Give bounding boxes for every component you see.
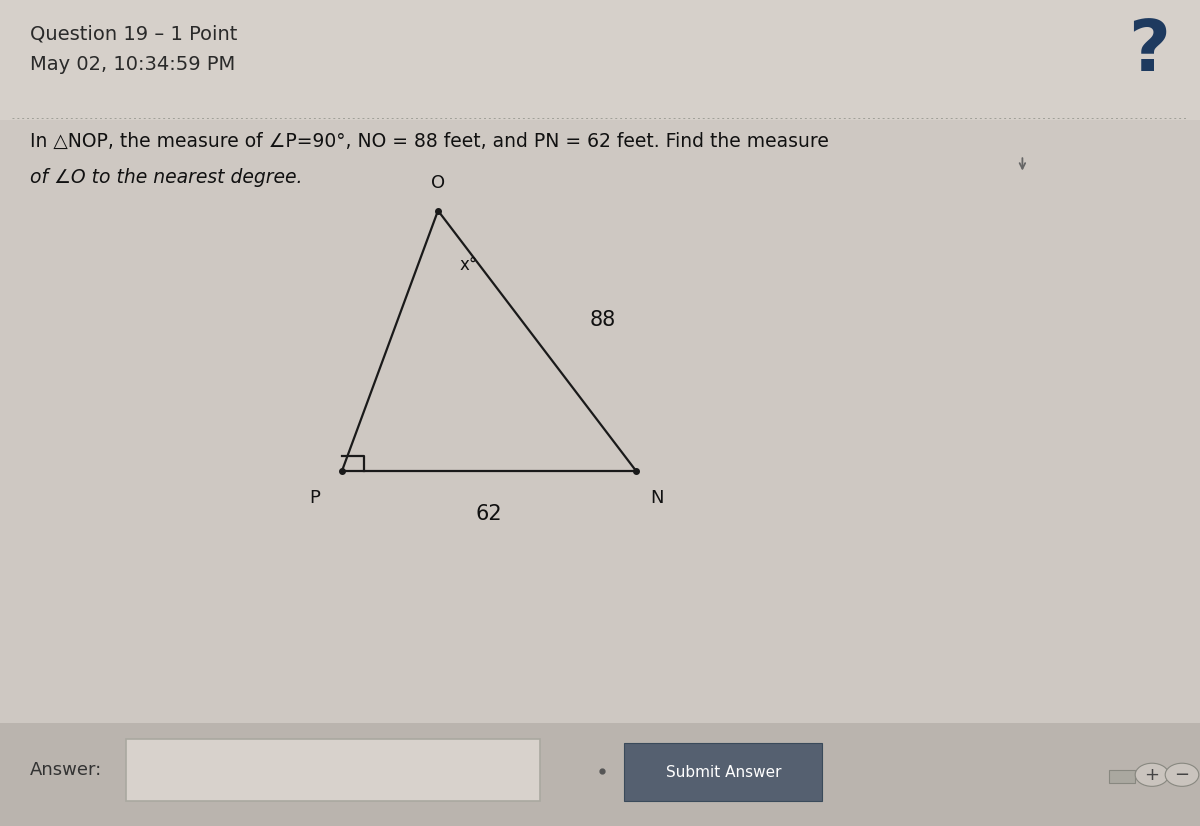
Text: 88: 88 bbox=[590, 310, 616, 330]
Text: −: − bbox=[1175, 766, 1189, 784]
Text: In △NOP, the measure of ∠P=90°, NO = 88 feet, and PN = 62 feet. Find the measure: In △NOP, the measure of ∠P=90°, NO = 88 … bbox=[30, 132, 829, 151]
Bar bbox=[1109, 770, 1135, 783]
Bar bbox=[126, 739, 540, 801]
Text: P: P bbox=[310, 489, 320, 507]
Text: May 02, 10:34:59 PM: May 02, 10:34:59 PM bbox=[30, 55, 235, 74]
Circle shape bbox=[1135, 763, 1169, 786]
Bar bbox=[0, 723, 1200, 826]
Text: Answer:: Answer: bbox=[30, 761, 102, 779]
Bar bbox=[0, 0, 1200, 120]
Text: N: N bbox=[650, 489, 664, 507]
Bar bbox=[624, 743, 822, 801]
Text: 62: 62 bbox=[475, 504, 503, 524]
Text: of ∠O to the nearest degree.: of ∠O to the nearest degree. bbox=[30, 168, 302, 187]
Text: Submit Answer: Submit Answer bbox=[666, 765, 781, 780]
Text: ?: ? bbox=[1128, 17, 1170, 86]
Text: +: + bbox=[1145, 766, 1159, 784]
Text: Question 19 – 1 Point: Question 19 – 1 Point bbox=[30, 25, 238, 44]
Text: O: O bbox=[431, 174, 445, 192]
Text: x°: x° bbox=[460, 256, 478, 274]
Circle shape bbox=[1165, 763, 1199, 786]
